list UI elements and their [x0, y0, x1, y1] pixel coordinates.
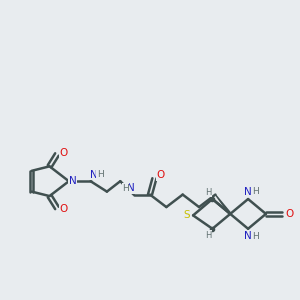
Text: O: O — [157, 170, 165, 180]
Text: H: H — [205, 231, 211, 240]
Text: H: H — [252, 187, 259, 196]
Text: N: N — [69, 176, 76, 186]
Text: S: S — [183, 210, 190, 220]
Text: O: O — [59, 204, 68, 214]
Text: H: H — [252, 232, 259, 241]
Text: H: H — [122, 184, 129, 193]
Text: N: N — [244, 231, 252, 241]
Text: H: H — [205, 188, 211, 197]
Text: H: H — [97, 170, 104, 179]
Text: N: N — [244, 187, 252, 196]
Polygon shape — [215, 195, 231, 214]
Text: O: O — [286, 209, 294, 219]
Text: N: N — [128, 183, 135, 193]
Text: N: N — [90, 170, 98, 180]
Text: O: O — [59, 148, 68, 158]
